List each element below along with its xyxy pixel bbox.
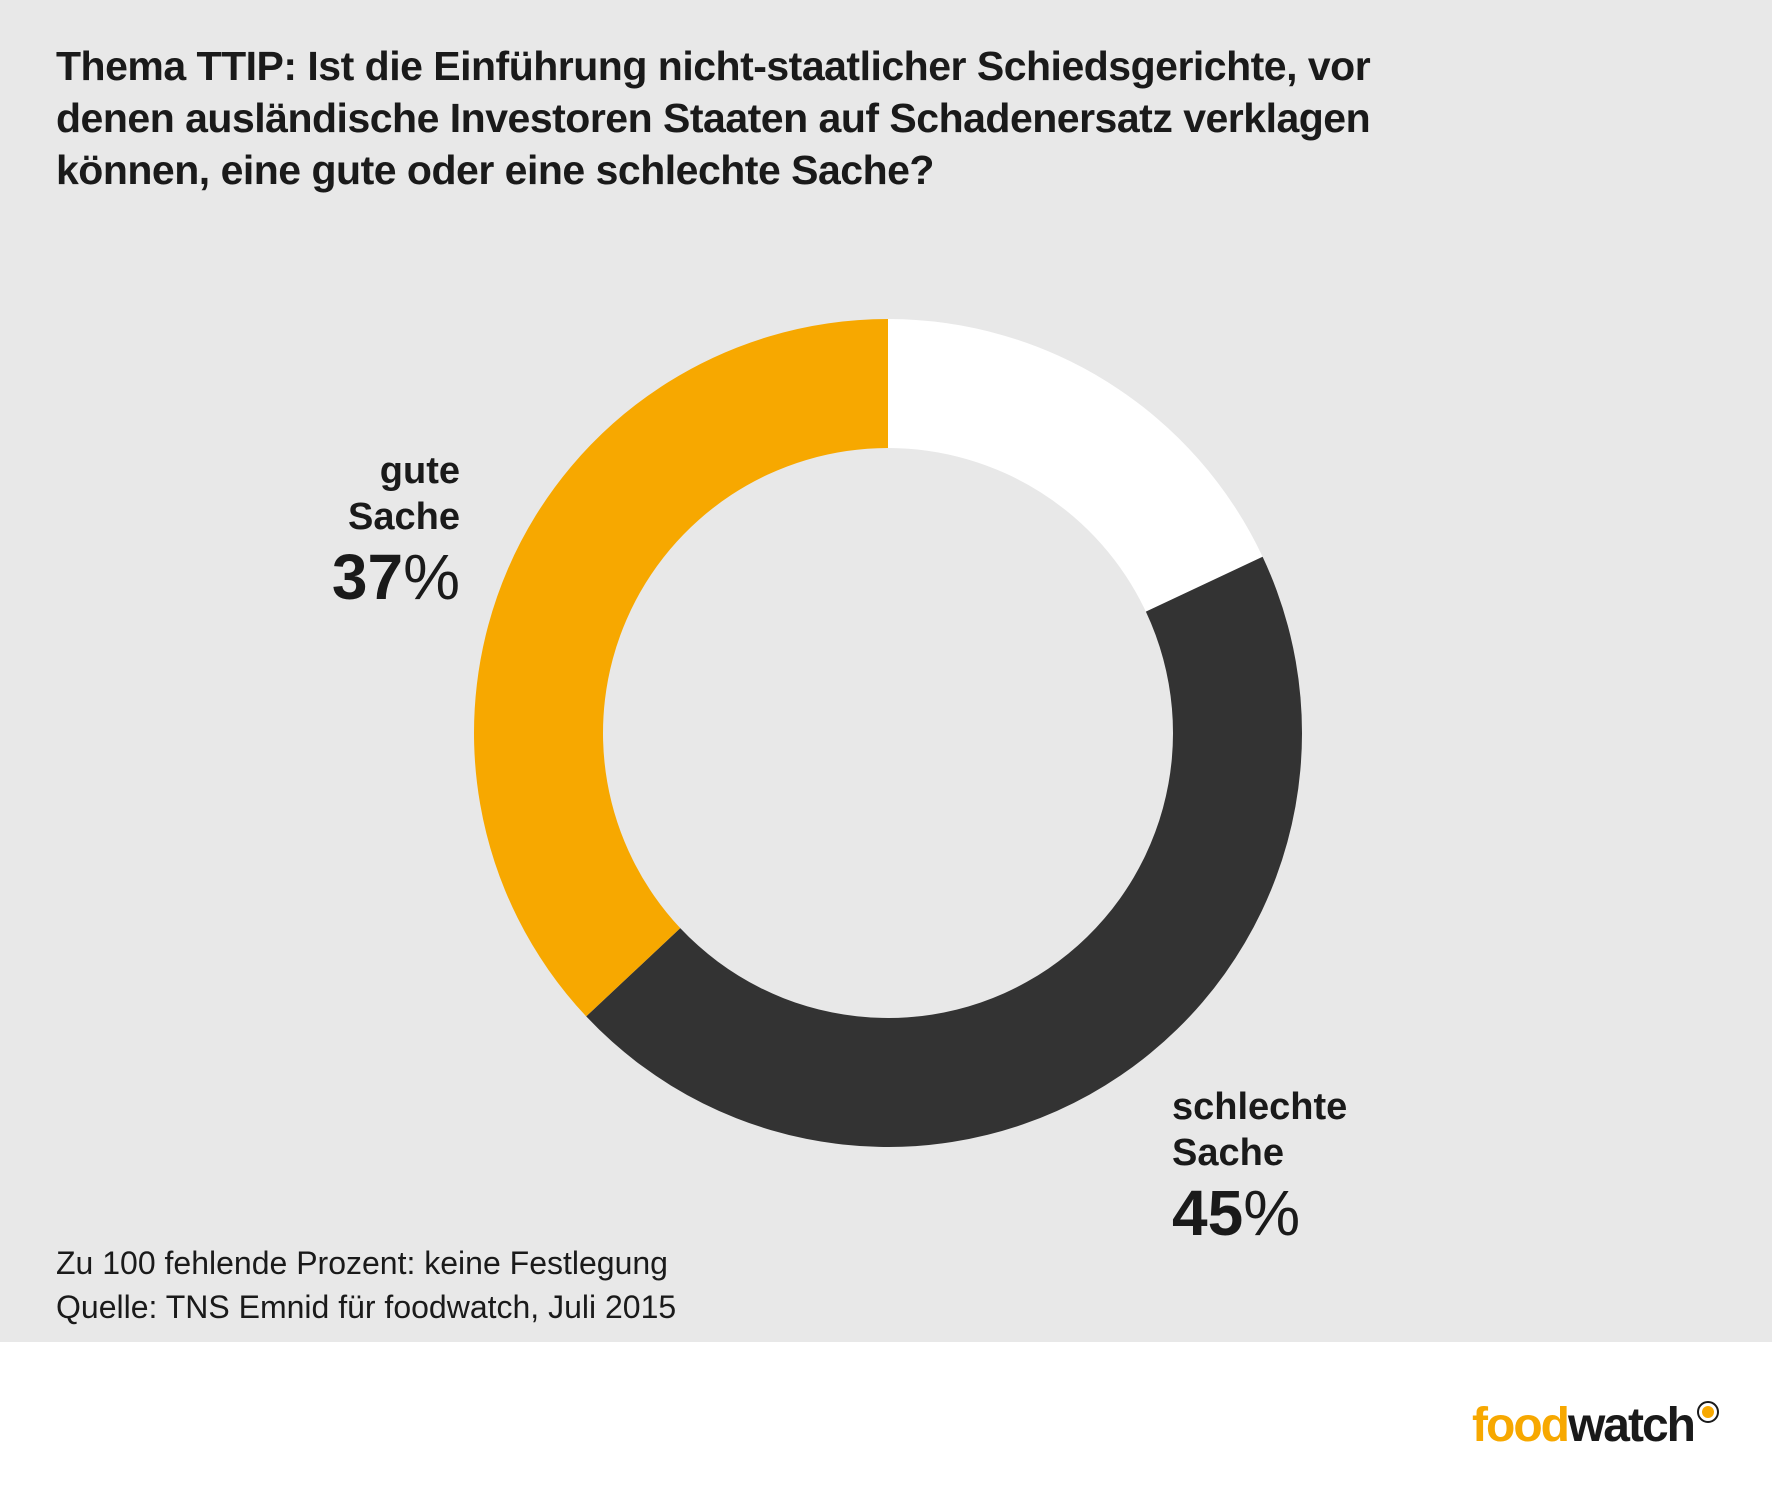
label-gute-sache: gute Sache 37%	[290, 448, 460, 614]
label-gute-sache-value: 37%	[290, 540, 460, 614]
donut-slices	[473, 319, 1303, 1148]
label-schlechte-sache-number: 45	[1172, 1177, 1244, 1249]
footnote-source: Quelle: TNS Emnid für foodwatch, Juli 20…	[56, 1289, 677, 1325]
donut-slice-gute-sache	[473, 319, 888, 1017]
label-gute-sache-name: gute Sache	[348, 450, 460, 538]
donut-slice-keine-festlegung	[888, 319, 1263, 612]
donut-chart	[473, 319, 1303, 1148]
logo-text-watch: watch	[1567, 1399, 1696, 1452]
footnote: Zu 100 fehlende Prozent: keine Festlegun…	[56, 1241, 676, 1329]
percent-sign: %	[403, 541, 460, 613]
donut-slice-schlechte-sache	[586, 556, 1303, 1148]
logo-circle-icon	[1697, 1401, 1719, 1423]
footnote-missing-percent: Zu 100 fehlende Prozent: keine Festlegun…	[56, 1245, 668, 1281]
label-schlechte-sache-name: schlechte Sache	[1172, 1086, 1348, 1174]
label-gute-sache-number: 37	[331, 541, 404, 613]
logo-text-food: food	[1472, 1399, 1570, 1452]
label-schlechte-sache-value: 45%	[1172, 1176, 1412, 1250]
label-schlechte-sache: schlechte Sache 45%	[1172, 1084, 1412, 1250]
percent-sign: %	[1243, 1177, 1301, 1249]
chart-title: Thema TTIP: Ist die Einführung nicht-sta…	[56, 43, 1371, 193]
foodwatch-logo: food watch	[1472, 1398, 1720, 1454]
